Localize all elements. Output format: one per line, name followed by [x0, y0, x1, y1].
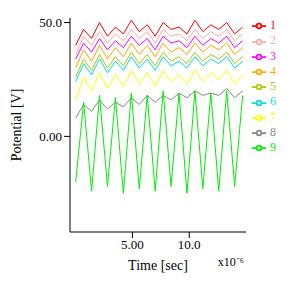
- html-text:9: 9: [270, 140, 276, 154]
- html-text:6: 6: [270, 94, 276, 109]
- html-text:x10⁻⁶: x10⁻⁶: [217, 255, 244, 269]
- svg-text:10.0: 10.0: [178, 237, 201, 252]
- svg-text:0.00: 0.00: [39, 129, 62, 144]
- html-text:3: 3: [270, 48, 276, 63]
- html-text:8: 8: [270, 124, 276, 139]
- svg-text:Time [sec]: Time [sec]: [128, 258, 188, 273]
- svg-text:Potential [V]: Potential [V]: [9, 89, 24, 162]
- html-text:4: 4: [270, 63, 276, 78]
- html-text:5: 5: [270, 79, 276, 93]
- html-text:7: 7: [270, 109, 276, 124]
- svg-text:5.00: 5.00: [121, 237, 144, 252]
- svg-text:50.0: 50.0: [39, 15, 62, 30]
- html-text:2: 2: [270, 33, 276, 48]
- html-text:1: 1: [270, 18, 276, 32]
